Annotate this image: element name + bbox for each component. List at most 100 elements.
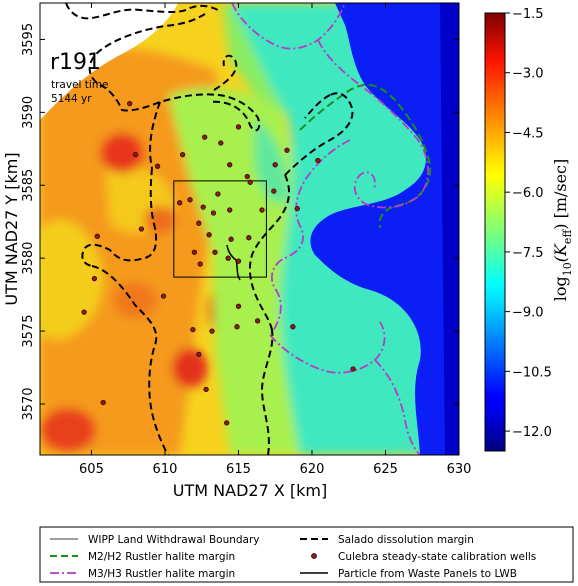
calibration-well: [215, 191, 221, 197]
calibration-well: [235, 124, 242, 130]
colorbar-tick-label: −1.5: [512, 7, 544, 22]
x-tick-label: 625: [373, 462, 398, 477]
x-axis-label: UTM NAD27 X [km]: [173, 481, 327, 500]
legend-label-m3-h3: M3/H3 Rustler halite margin: [88, 568, 235, 580]
calibration-well: [350, 366, 356, 372]
colorbar-label-log-base: 10: [561, 262, 574, 276]
legend-label-particle: Particle from Waste Panels to LWB: [338, 568, 517, 580]
y-tick-label: 3585: [21, 169, 36, 202]
travel-time-label: travel time: [51, 79, 109, 91]
calibration-well: [177, 200, 183, 206]
calibration-well: [154, 163, 161, 169]
calibration-well: [191, 249, 198, 255]
calibration-well: [94, 233, 100, 239]
calibration-well: [259, 207, 265, 213]
calibration-well: [91, 275, 98, 282]
colorbar-tick-label: −6.0: [512, 186, 544, 201]
field-blue-low-k: [310, 3, 459, 455]
wipp-land-withdrawal-boundary: [173, 180, 267, 278]
colorbar-label-units: ) [m/sec]: [551, 159, 570, 230]
colorbar-label-var: (K: [551, 243, 570, 262]
colorbar-tick-label: −12.0: [512, 425, 552, 440]
calibration-well: [196, 220, 202, 226]
run-annotation: r191 travel time 5144 yr: [50, 50, 109, 105]
calibration-well: [227, 207, 233, 213]
field-orange-spot-2: [113, 282, 157, 318]
legend-label-salado: Salado dissolution margin: [338, 534, 474, 546]
calibration-well: [254, 318, 261, 324]
calibration-well: [81, 309, 87, 315]
calibration-well: [179, 151, 186, 158]
plot-area: [39, 2, 460, 456]
field-blue-edge: [440, 3, 459, 455]
colorbar-ticks: −1.5 −3.0 −4.5 −6.0 −7.5 −9.0 −10.5 −12.0: [505, 7, 552, 440]
colorbar-gradient: [484, 12, 506, 452]
calibration-well: [272, 162, 278, 168]
x-tick-label: 620: [300, 462, 325, 477]
calibration-well: [234, 324, 240, 330]
run-id-label: r191: [50, 50, 101, 75]
colorbar-tick-label: −4.5: [512, 126, 544, 141]
calibration-well: [247, 179, 253, 185]
calibration-well: [203, 386, 209, 393]
calibration-well: [196, 351, 202, 358]
salado-dissolution-margin: [65, 3, 354, 455]
calibration-well: [235, 258, 242, 264]
y-tick-label: 3580: [21, 242, 36, 275]
calibration-well: [202, 134, 208, 140]
calibration-well: [100, 399, 106, 406]
field-red-spot-3: [172, 348, 208, 388]
calibration-well: [290, 324, 296, 330]
no-data-region: [40, 3, 178, 120]
calibration-well: [246, 235, 252, 241]
colorbar-label: log10(Keff) [m/sec]: [551, 159, 574, 302]
x-axis-ticks: 605 610 615 620 625 630: [79, 3, 471, 477]
y-axis-ticks: 3570 3575 3580 3585 3590 3595: [21, 23, 459, 421]
x-tick-label: 615: [226, 462, 251, 477]
colorbar-tick-label: −10.5: [512, 365, 552, 380]
legend: WIPP Land Withdrawal Boundary Salado dis…: [39, 526, 574, 583]
calibration-well: [160, 293, 167, 299]
calibration-well: [206, 232, 212, 238]
calibration-well: [212, 249, 218, 255]
calibration-well: [127, 100, 133, 107]
conductivity-field: [40, 3, 459, 455]
x-tick-label: 630: [447, 462, 472, 477]
calibration-well: [235, 303, 242, 309]
legend-swatch-well: [311, 553, 317, 559]
calibration-well: [218, 140, 224, 146]
y-tick-label: 3595: [21, 23, 36, 56]
calibration-well: [132, 151, 139, 158]
y-tick-label: 3575: [21, 315, 36, 348]
calibration-well: [244, 173, 250, 180]
legend-label-wells: Culebra steady-state calibration wells: [338, 551, 536, 563]
m3-h3-halite-margin: [231, 3, 429, 455]
field-red-spot-2: [40, 408, 96, 452]
legend-label-m2-h2: M2/H2 Rustler halite margin: [88, 551, 235, 563]
legend-label-wipp: WIPP Land Withdrawal Boundary: [88, 534, 260, 546]
calibration-well: [284, 147, 290, 153]
calibration-well: [315, 157, 321, 164]
calibration-well: [271, 188, 277, 194]
travel-time-value: 5144 yr: [51, 93, 92, 105]
y-tick-label: 3570: [21, 387, 36, 420]
colorbar: −1.5 −3.0 −4.5 −6.0 −7.5 −9.0 −10.5 −12.0 log10…: [484, 7, 574, 452]
calibration-well: [138, 226, 145, 232]
calibration-well: [294, 205, 300, 212]
colorbar-label-var-sub: eff: [561, 229, 574, 245]
field-orange-spot-3: [144, 206, 176, 234]
calibration-well: [209, 328, 215, 334]
plot-frame: [39, 2, 460, 456]
colorbar-tick-label: −7.5: [512, 246, 544, 261]
calibration-well: [187, 197, 193, 203]
y-tick-label: 3590: [21, 96, 36, 129]
calibration-well: [228, 236, 234, 242]
field-red-spot-1: [100, 133, 144, 173]
x-tick-label: 610: [153, 462, 178, 477]
calibration-well: [190, 326, 196, 333]
field-cyan-patch: [255, 120, 289, 203]
calibration-wells: [81, 100, 356, 426]
field-yellow-lobe-1: [40, 220, 104, 340]
calibration-well: [200, 204, 206, 210]
calibration-well: [224, 420, 230, 426]
